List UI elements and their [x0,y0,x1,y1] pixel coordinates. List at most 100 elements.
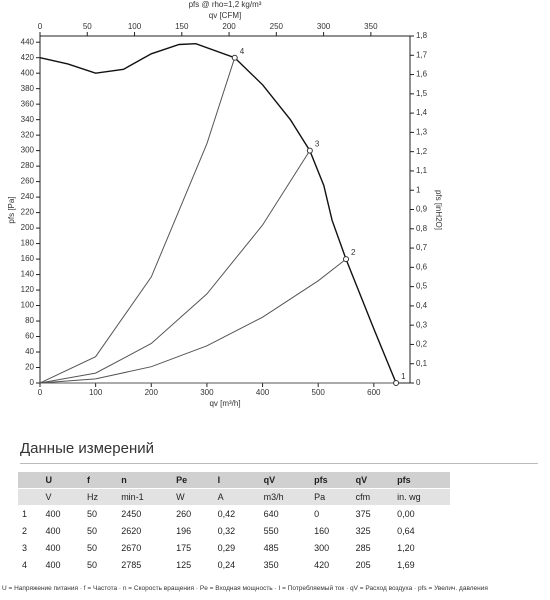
footnote: U = Напряжение питания · f = Частота · n… [2,585,488,592]
table-cell: 50 [82,556,118,574]
x-tick-label: 100 [89,388,103,397]
table-cell: 0,42 [213,505,260,523]
y2-tick-label: 0,7 [416,243,428,252]
table-cell: 4 [18,556,42,574]
point-label: 1 [401,372,406,381]
curve [39,150,311,384]
table-cell: min-1 [117,488,173,506]
x-tick-label: 300 [200,388,214,397]
x2-tick-label: 350 [364,22,378,31]
y-tick-label: 300 [21,146,35,155]
table-cell: 50 [82,522,118,540]
table-row: 4 400 50 2785 125 0,24 350 420 205 1,69 [18,556,450,574]
y-tick-label: 200 [21,223,35,232]
y2-tick-label: 1,5 [416,89,428,98]
y-tick-label: 100 [21,301,35,310]
table-cell: 485 [259,539,311,557]
y2-tick-label: 1,7 [416,50,428,59]
y-tick-label: 240 [21,192,35,201]
table-cell: U [41,472,83,489]
y2-tick-label: 0 [416,378,421,387]
table-cell: 400 [41,539,83,557]
table-cell: n [117,472,173,489]
y-tick-label: 160 [21,254,35,263]
table-cell: 2620 [117,522,173,540]
table-cell: 325 [351,522,394,540]
table-cell: I [213,472,260,489]
table-cell: 260 [172,505,214,523]
point-label: 2 [351,248,356,257]
table-cell: 160 [310,522,352,540]
y-tick-label: 20 [25,363,34,372]
x-tick-label: 400 [256,388,270,397]
y-tick-label: 60 [25,332,34,341]
x2-tick-label: 300 [317,22,331,31]
table-cell [18,488,42,506]
y2-axis-label: pfs [inH2O] [434,190,443,230]
table-cell: 1,69 [393,556,450,574]
table-cell: V [41,488,83,506]
x2-tick-label: 0 [38,22,43,31]
table-cell: 350 [259,556,311,574]
table-cell: Pe [172,472,214,489]
y2-tick-label: 1,8 [416,31,428,40]
table-cell: 3 [18,539,42,557]
x2-axis-label: qv [CFM] [209,11,241,20]
table-cell: 125 [172,556,214,574]
table-cell: cfm [351,488,394,506]
y-tick-label: 440 [21,37,35,46]
y-axis-label: pfs [Pa] [7,196,16,223]
table-cell: 1,20 [393,539,450,557]
table-cell: in. wg [393,488,450,506]
table-cell: 175 [172,539,214,557]
y2-tick-label: 0,4 [416,301,428,310]
y-tick-label: 260 [21,177,35,186]
y-tick-label: 400 [21,68,35,77]
table-title: Данные измерений [20,440,538,464]
operating-point [306,147,313,154]
table-cell: m3/h [259,488,311,506]
y-tick-label: 80 [25,316,34,325]
table-cell: 400 [41,522,83,540]
table-cell: Pa [310,488,352,506]
table-cell: 2450 [117,505,173,523]
table-cell: qV [259,472,311,489]
table-cell: 196 [172,522,214,540]
y2-tick-label: 1,3 [416,127,428,136]
x-tick-label: 500 [312,388,326,397]
table-cell: 1 [18,505,42,523]
table-cell: 0,32 [213,522,260,540]
x2-tick-label: 200 [222,22,236,31]
x2-tick-label: 50 [83,22,92,31]
y-tick-label: 120 [21,285,35,294]
table-cell: 400 [41,505,83,523]
table-cell: A [213,488,260,506]
table-row: 3 400 50 2670 175 0,29 485 300 285 1,20 [18,539,450,557]
y2-tick-label: 1,2 [416,147,428,156]
curve [39,42,397,384]
table-cell: f [82,472,118,489]
y-tick-label: 220 [21,208,35,217]
x-tick-label: 200 [145,388,159,397]
table-cell: 420 [310,556,352,574]
y2-tick-label: 0,1 [416,359,428,368]
table-cell: W [172,488,214,506]
curve [39,258,347,384]
table-cell: 0,29 [213,539,260,557]
x-axis-label: qv [m³/h] [209,399,240,408]
x2-tick-label: 100 [128,22,142,31]
operating-point [231,54,238,61]
point-label: 4 [240,47,245,56]
table-row: 1 400 50 2450 260 0,42 640 0 375 0,00 [18,505,450,523]
y-tick-label: 180 [21,239,35,248]
table-cell: pfs [310,472,352,489]
y2-tick-label: 0,9 [416,205,428,214]
table-cell: 50 [82,539,118,557]
table-cell: 205 [351,556,394,574]
y-tick-label: 340 [21,115,35,124]
y2-tick-label: 0,3 [416,320,428,329]
